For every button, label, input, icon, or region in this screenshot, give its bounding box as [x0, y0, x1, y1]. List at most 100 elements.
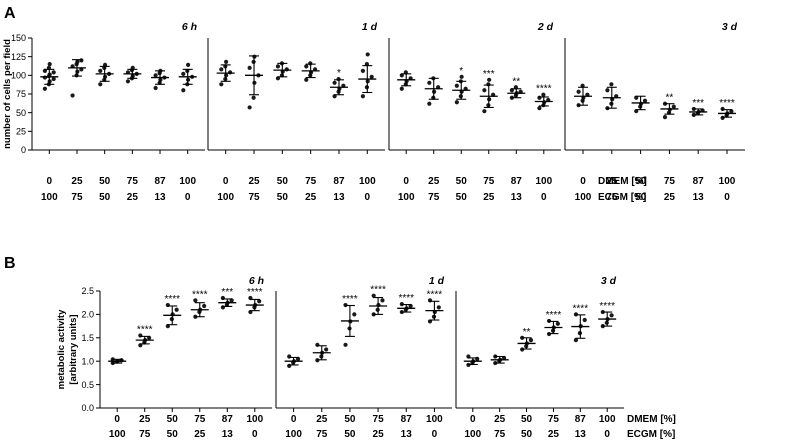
significance-stars: ****: [719, 98, 735, 109]
significance-stars: ****: [599, 301, 615, 312]
y-axis-label: number of cells per field: [2, 39, 13, 149]
subplot-title: 3 d: [601, 275, 617, 287]
data-point: [125, 79, 131, 84]
significance-stars: ***: [692, 98, 704, 109]
data-point: [42, 75, 48, 80]
ecgm-tick-label: 75: [428, 192, 440, 203]
subplot-title: 1 d: [429, 275, 445, 287]
y-tick-label: 2.0: [81, 310, 94, 320]
significance-stars: **: [512, 76, 520, 87]
dmem-tick-label: 0: [291, 414, 297, 425]
dmem-tick-label: 50: [456, 176, 468, 187]
ecgm-tick-label: 100: [109, 429, 126, 440]
data-point: [436, 305, 441, 310]
ecgm-tick-label: 50: [456, 192, 468, 203]
dmem-tick-label: 100: [599, 414, 616, 425]
dmem-tick-label: 50: [167, 414, 179, 425]
panel-b-metabolic-activity: metabolic activity[arbitrary units] 0.0 0.…: [56, 275, 676, 440]
data-point: [365, 52, 370, 57]
data-point: [528, 338, 534, 343]
ecgm-tick-label: 13: [154, 192, 166, 203]
ecgm-tick-label: 13: [511, 192, 523, 203]
significance-stars: ****: [137, 324, 153, 335]
ecgm-tick-label: 25: [664, 192, 676, 203]
subplot-3-d: 3 d 0 100 25 75 50 50 75 25 ** 87 13 *** 100 0 ****: [564, 21, 745, 203]
ecgm-tick-label: 0: [432, 429, 438, 440]
y-tick-label: 25: [16, 127, 26, 137]
panel-label-b: B: [4, 255, 16, 272]
significance-stars: ***: [221, 287, 233, 298]
data-point: [42, 86, 48, 91]
ecgm-tick-label: 13: [575, 429, 587, 440]
ecgm-tick-label: 50: [635, 192, 647, 203]
data-point: [671, 104, 676, 109]
dmem-tick-label: 0: [114, 414, 120, 425]
subplot-1-d: 1 d 0 100 25 75 50 50 **** 75 25 **** 87 13 **** 100 0 *…: [275, 275, 452, 440]
data-point: [228, 70, 233, 75]
subplot-1-d: 1 d 0 100 25 75 50 50 75 25 87 13 * 100 0: [207, 21, 385, 203]
significance-stars: ****: [342, 294, 358, 305]
ecgm-tick-label: 75: [139, 429, 151, 440]
ecgm-tick-label: 75: [606, 192, 618, 203]
ecgm-tick-label: 75: [494, 429, 506, 440]
data-point: [153, 73, 158, 78]
data-point: [219, 67, 224, 72]
ecgm-tick-label: 100: [217, 192, 234, 203]
dmem-tick-label: 75: [305, 176, 317, 187]
data-point: [537, 106, 542, 111]
data-point: [304, 64, 309, 69]
ecgm-tick-label: 13: [222, 429, 234, 440]
ecgm-tick-label: 0: [365, 192, 371, 203]
data-point: [275, 64, 281, 69]
data-point: [609, 313, 614, 318]
data-point: [427, 101, 432, 106]
data-point: [181, 88, 186, 93]
significance-stars: ****: [427, 289, 443, 300]
dmem-tick-label: 75: [194, 414, 206, 425]
data-point: [380, 298, 385, 303]
data-point: [482, 88, 487, 93]
dmem-tick-label: 100: [246, 414, 263, 425]
data-point: [79, 58, 84, 63]
significance-stars: ****: [164, 294, 180, 305]
data-point: [98, 82, 103, 87]
dmem-tick-label: 25: [71, 176, 83, 187]
dmem-tick-label: 50: [521, 414, 533, 425]
dmem-tick-label: 75: [373, 414, 385, 425]
data-point: [642, 98, 648, 103]
subplot-title: 6 h: [249, 275, 264, 287]
data-point: [219, 82, 224, 87]
dmem-tick-label: 87: [222, 414, 234, 425]
subplot-title: 1 d: [362, 21, 378, 33]
ecgm-row-label: ECGM [%]: [627, 429, 675, 440]
data-point: [454, 100, 459, 105]
dmem-tick-label: 100: [719, 176, 736, 187]
y-tick-label: 100: [11, 71, 26, 81]
data-point: [482, 109, 487, 114]
data-point: [352, 312, 357, 317]
significance-stars: *: [337, 68, 341, 79]
data-point: [454, 83, 459, 88]
data-point: [459, 74, 464, 79]
data-point: [98, 68, 103, 73]
ecgm-tick-label: 25: [194, 429, 206, 440]
ecgm-tick-label: 0: [252, 429, 258, 440]
dmem-tick-label: 50: [635, 176, 647, 187]
data-point: [360, 94, 365, 99]
ecgm-tick-label: 50: [344, 429, 356, 440]
dmem-tick-label: 87: [575, 414, 587, 425]
data-point: [174, 307, 179, 312]
dmem-tick-label: 87: [333, 176, 345, 187]
data-point: [324, 347, 329, 352]
ecgm-tick-label: 25: [373, 429, 385, 440]
ecgm-tick-label: 100: [398, 192, 415, 203]
dmem-tick-label: 0: [470, 414, 476, 425]
data-point: [47, 62, 52, 67]
data-point: [541, 92, 546, 97]
dmem-tick-label: 75: [483, 176, 495, 187]
subplot-3-d: 3 d 0 100 25 75 50 50 ** 75 25 **** 87 13 **** 100 0 ***…: [455, 275, 624, 440]
y-tick-label: 1.0: [81, 356, 94, 366]
dmem-tick-label: 100: [359, 176, 376, 187]
panel-label-a: A: [4, 5, 16, 22]
